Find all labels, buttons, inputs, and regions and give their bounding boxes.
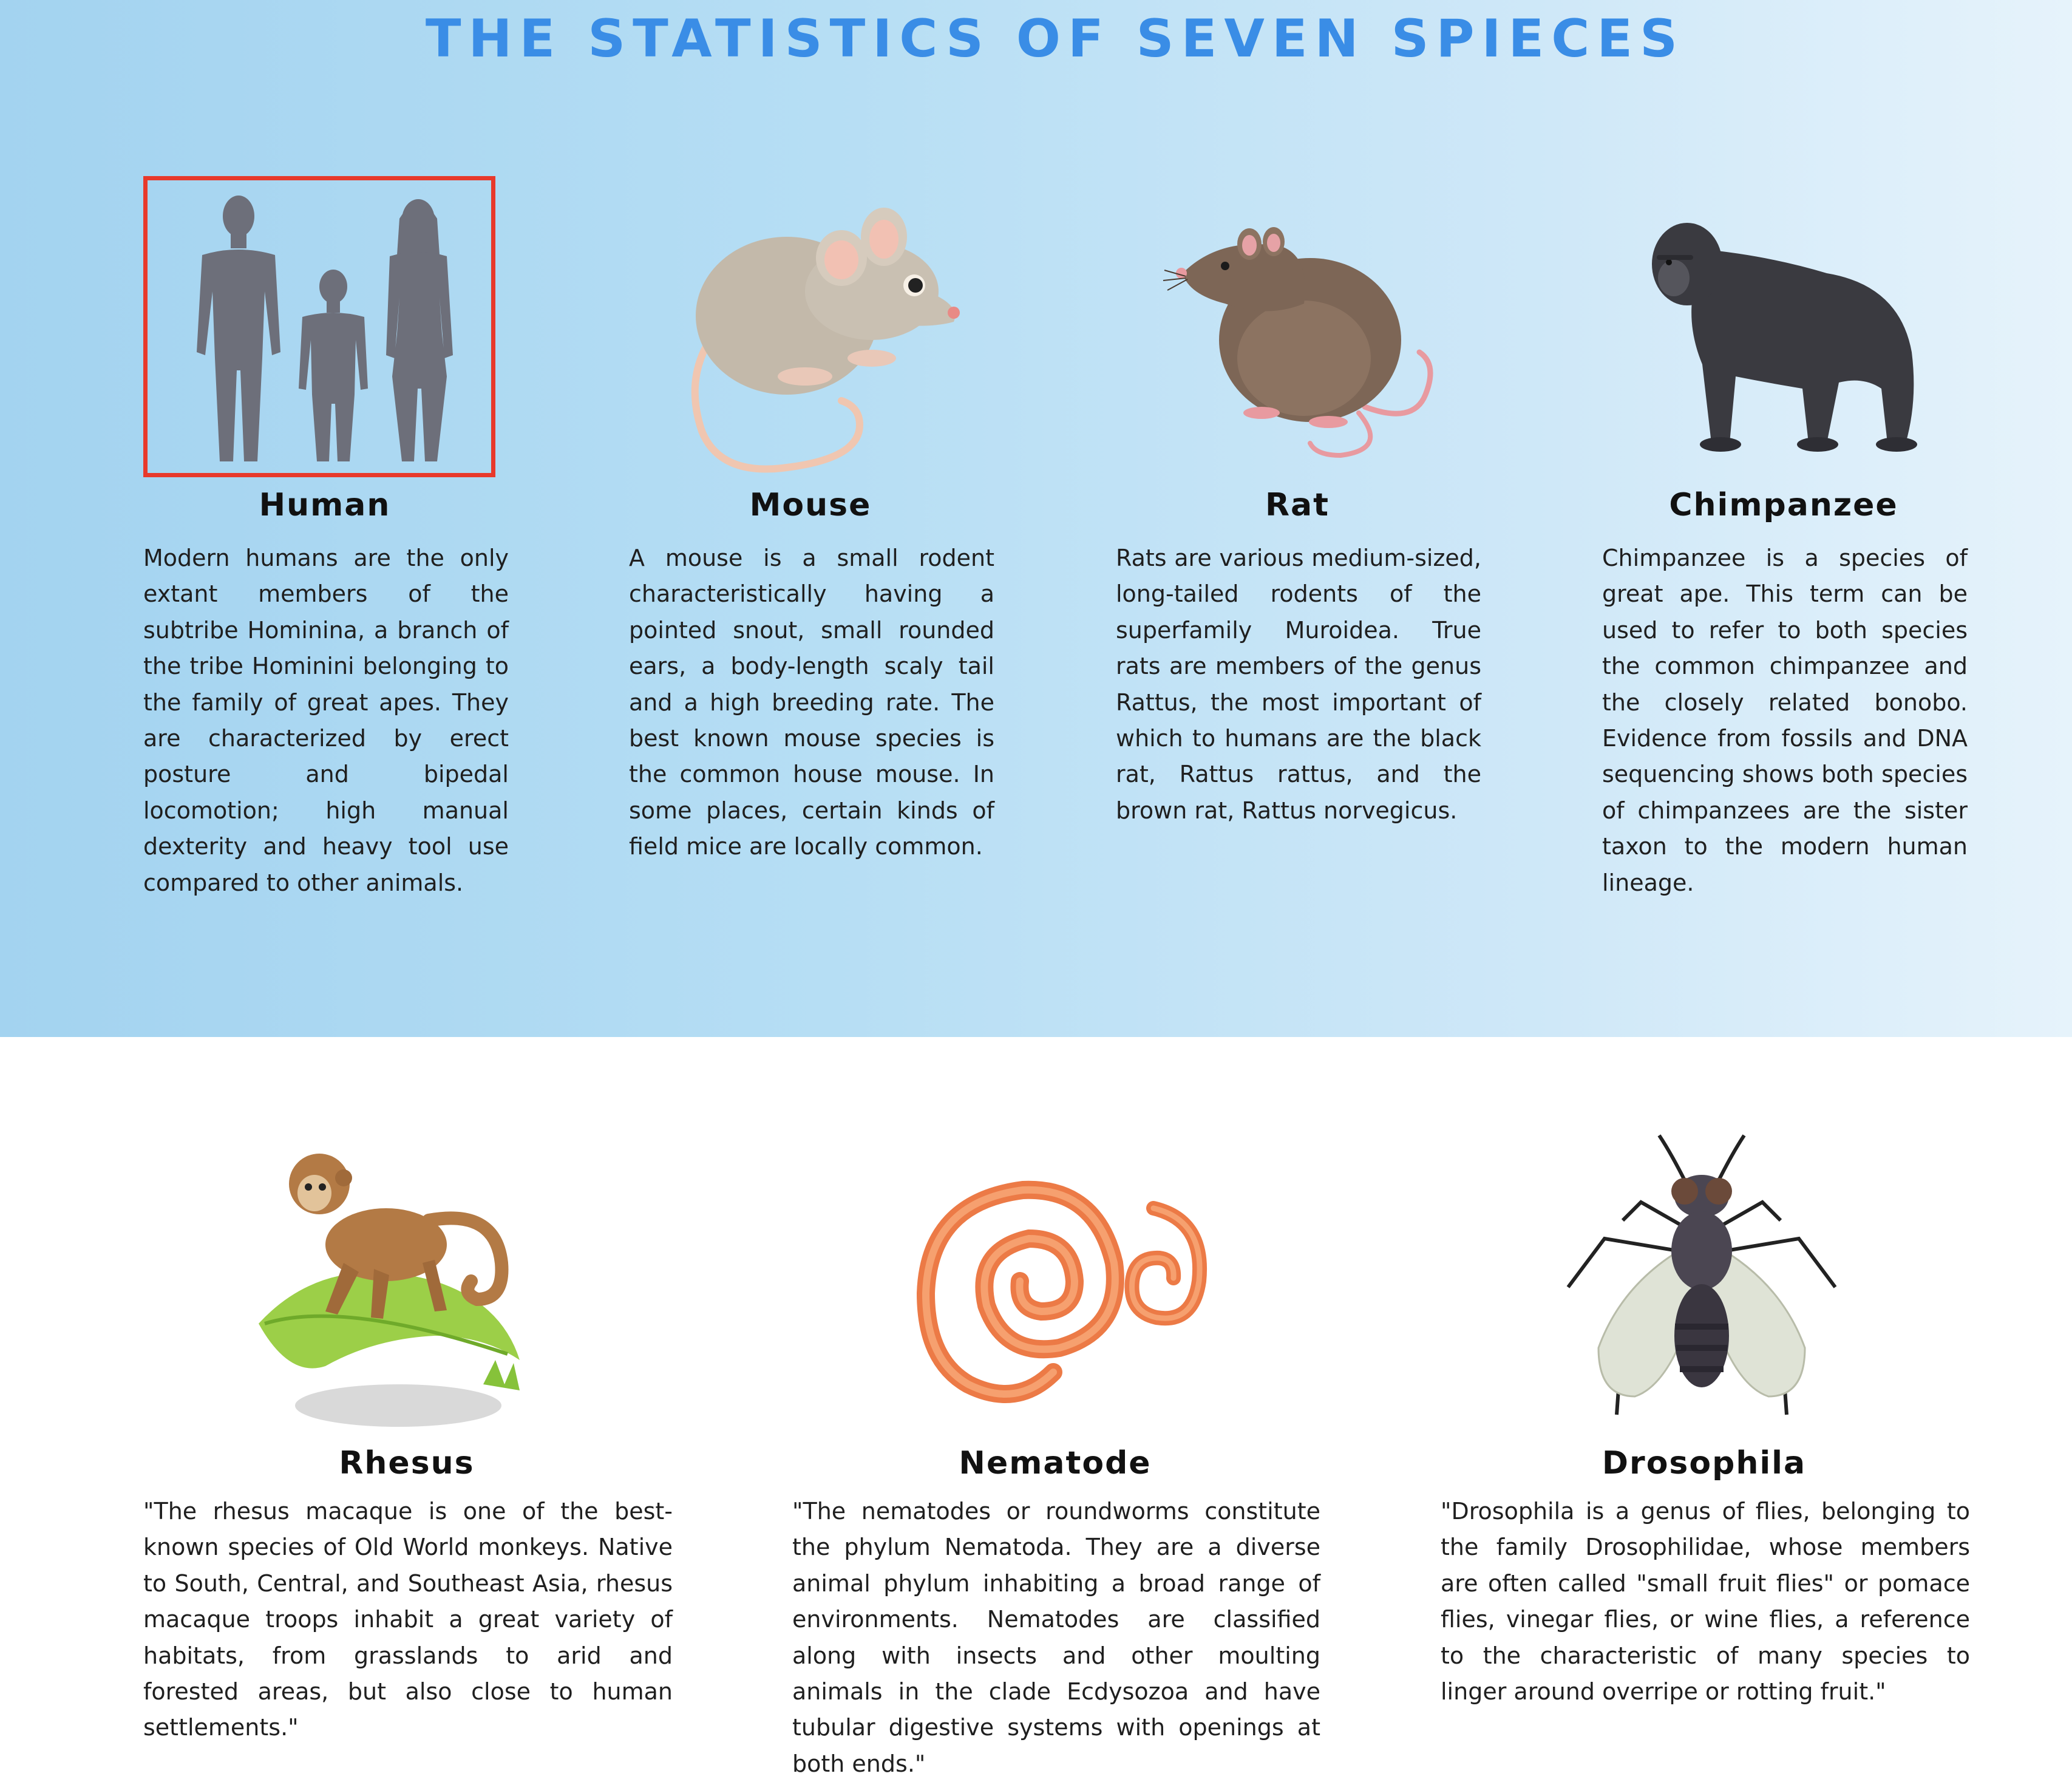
rhesus-monkey-icon bbox=[253, 1129, 556, 1433]
human-silhouettes-icon bbox=[143, 176, 509, 474]
species-name-nematode: Nematode bbox=[959, 1445, 1152, 1481]
chimpanzee-icon bbox=[1645, 206, 1930, 474]
species-name-rat: Rat bbox=[1265, 487, 1330, 523]
selected-highlight-box bbox=[143, 176, 495, 477]
species-card-nematode[interactable]: Nematode "The nematodes or roundworms co… bbox=[792, 1129, 1320, 1777]
species-description-mouse: A mouse is a small rodent characteristic… bbox=[629, 545, 994, 860]
fruit-fly-icon bbox=[1550, 1129, 1853, 1433]
species-description-human: Modern humans are the only extant member… bbox=[143, 545, 509, 896]
page-title: THE STATISTICS OF SEVEN SPIECES bbox=[425, 9, 1685, 69]
species-name-mouse: Mouse bbox=[749, 487, 872, 523]
species-card-chimpanzee[interactable]: Chimpanzee Chimpanzee is a species of gr… bbox=[1602, 176, 1968, 905]
species-card-drosophila[interactable]: Drosophila "Drosophila is a genus of fli… bbox=[1441, 1129, 1970, 1736]
species-description-nematode: "The nematodes or roundworms constitute … bbox=[792, 1498, 1320, 1777]
species-card-rat[interactable]: Rat Rats are various medium-sized, long-… bbox=[1116, 176, 1481, 905]
species-description-rhesus: "The rhesus macaque is one of the best-k… bbox=[143, 1498, 673, 1741]
species-description-rat: Rats are various medium-sized, long-tail… bbox=[1116, 545, 1481, 824]
top-background-band bbox=[0, 0, 2072, 1037]
species-name-human: Human bbox=[259, 487, 391, 523]
species-description-chimpanzee: Chimpanzee is a species of great ape. Th… bbox=[1602, 545, 1968, 896]
species-name-chimpanzee: Chimpanzee bbox=[1669, 487, 1898, 523]
mouse-icon bbox=[678, 176, 981, 480]
species-card-human[interactable]: Human Modern humans are the only extant … bbox=[143, 176, 509, 905]
species-name-rhesus: Rhesus bbox=[339, 1445, 475, 1481]
species-card-rhesus[interactable]: Rhesus "The rhesus macaque is one of the… bbox=[143, 1129, 673, 1741]
species-description-drosophila: "Drosophila is a genus of flies, belongi… bbox=[1441, 1498, 1970, 1705]
rat-icon bbox=[1158, 213, 1444, 468]
species-name-drosophila: Drosophila bbox=[1602, 1445, 1807, 1481]
nematode-worm-icon bbox=[914, 1129, 1217, 1433]
species-card-mouse[interactable]: Mouse A mouse is a small rodent characte… bbox=[629, 176, 994, 905]
